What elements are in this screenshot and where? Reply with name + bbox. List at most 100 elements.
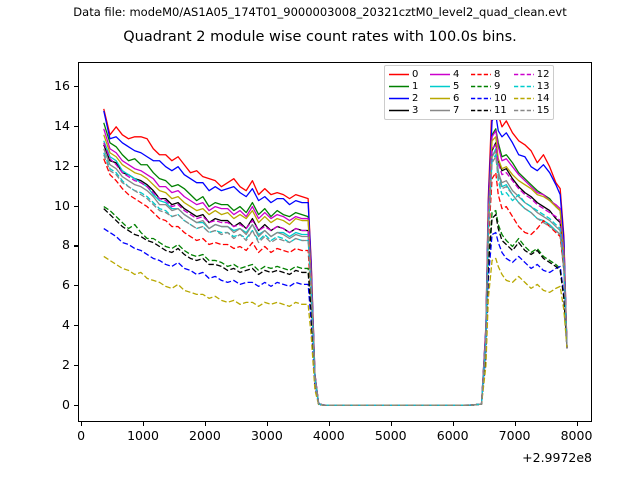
- legend-label-2: 2: [412, 92, 419, 104]
- x-tick-label: 3000: [250, 428, 283, 443]
- series-line-11: [103, 208, 568, 406]
- legend-label-6: 6: [453, 92, 460, 104]
- legend-entry-1[interactable]: 1: [389, 81, 423, 92]
- legend-swatch-13: [513, 85, 534, 88]
- series-line-7: [103, 148, 568, 406]
- legend-entry-13[interactable]: 13: [513, 80, 550, 92]
- plot-area: [78, 62, 592, 422]
- legend-swatch-8: [471, 73, 491, 76]
- legend-label-12: 12: [536, 68, 550, 80]
- legend-swatch-14: [513, 97, 534, 100]
- series-line-10: [103, 227, 568, 406]
- legend-entry-3[interactable]: 3: [389, 105, 423, 116]
- x-tick-mark: [266, 422, 268, 426]
- x-tick-mark: [81, 422, 83, 426]
- legend-swatch-3: [389, 109, 409, 112]
- legend-swatch-0: [389, 73, 409, 76]
- y-tick-mark: [74, 85, 78, 88]
- y-tick-label: 16: [54, 77, 70, 93]
- legend-swatch-4: [430, 73, 450, 76]
- x-tick-mark: [328, 422, 330, 426]
- legend-swatch-10: [471, 97, 491, 100]
- data-file-suptitle: Data file: modeM0/AS1A05_174T01_90000030…: [73, 5, 567, 19]
- legend-entry-5[interactable]: 5: [430, 81, 464, 92]
- y-tick-label: 0: [62, 396, 70, 412]
- y-tick-label: 4: [62, 317, 70, 333]
- legend-swatch-5: [430, 85, 450, 88]
- series-line-13: [103, 152, 568, 406]
- series-line-12: [103, 142, 568, 406]
- chart-title: Quadrant 2 module wise count rates with …: [123, 29, 517, 45]
- legend-entry-10[interactable]: 10: [471, 93, 507, 104]
- x-tick-mark: [143, 422, 145, 426]
- series-line-9: [103, 206, 568, 406]
- x-tick-mark: [514, 422, 516, 426]
- legend-swatch-1: [389, 85, 409, 88]
- y-tick-mark: [74, 365, 78, 367]
- x-tick-mark: [452, 422, 454, 426]
- legend-entry-0[interactable]: 0: [389, 69, 423, 80]
- legend-label-1: 1: [412, 80, 419, 92]
- y-tick-mark: [74, 245, 78, 247]
- legend-label-7: 7: [453, 104, 460, 116]
- series-line-1: [103, 122, 568, 406]
- series-line-2: [103, 110, 568, 406]
- legend-entry-14[interactable]: 14: [513, 92, 550, 104]
- x-tick-label: 4000: [312, 428, 345, 443]
- x-axis-offset-text: +2.9972e8: [522, 450, 592, 465]
- legend-entry-12[interactable]: 12: [513, 68, 550, 80]
- legend-entry-9[interactable]: 9: [471, 81, 507, 92]
- legend-label-14: 14: [536, 92, 550, 104]
- legend-entry-11[interactable]: 11: [471, 105, 507, 116]
- legend-label-4: 4: [453, 68, 460, 80]
- y-tick-label: 8: [62, 237, 70, 253]
- legend-entry-15[interactable]: 15: [513, 104, 550, 116]
- y-tick-label: 10: [54, 197, 70, 213]
- y-tick-label: 2: [62, 356, 70, 372]
- legend-label-0: 0: [412, 68, 419, 80]
- legend-label-8: 8: [494, 68, 501, 80]
- legend-entry-7[interactable]: 7: [430, 105, 464, 116]
- legend[interactable]: 0 4 8 12 1 5 9 13 2 6 10 14 3 7 11 15: [384, 65, 555, 120]
- legend-swatch-2: [389, 97, 409, 100]
- y-tick-mark: [74, 405, 78, 407]
- legend-label-5: 5: [453, 80, 460, 92]
- legend-entry-8[interactable]: 8: [471, 69, 507, 80]
- legend-label-11: 11: [494, 104, 507, 116]
- series-line-8: [103, 158, 568, 406]
- legend-entry-6[interactable]: 6: [430, 93, 464, 104]
- legend-label-9: 9: [494, 80, 501, 92]
- x-tick-mark: [576, 422, 578, 426]
- x-tick-label: 6000: [436, 428, 469, 443]
- y-tick-mark: [74, 325, 78, 327]
- legend-label-3: 3: [412, 104, 419, 116]
- y-tick-label: 12: [54, 157, 70, 173]
- y-tick-label: 14: [54, 117, 70, 133]
- legend-swatch-15: [513, 109, 534, 112]
- y-tick-mark: [74, 285, 78, 287]
- y-tick-label: 6: [62, 277, 70, 293]
- x-tick-label: 8000: [560, 428, 593, 443]
- series-line-14: [103, 255, 568, 406]
- x-tick-mark: [204, 422, 207, 426]
- series-line-0: [103, 80, 568, 406]
- y-tick-mark: [74, 125, 78, 127]
- series-line-3: [103, 142, 568, 406]
- x-tick-label: 7000: [498, 428, 531, 443]
- x-tick-mark: [390, 422, 392, 426]
- legend-swatch-11: [471, 109, 491, 112]
- x-tick-label: 0: [77, 428, 86, 443]
- series-line-15: [103, 154, 568, 406]
- legend-label-15: 15: [536, 104, 550, 116]
- legend-swatch-12: [513, 73, 534, 76]
- legend-swatch-9: [471, 85, 491, 88]
- legend-entry-2[interactable]: 2: [389, 93, 423, 104]
- series-lines: [103, 80, 568, 406]
- series-line-6: [103, 134, 568, 406]
- y-tick-mark: [74, 165, 78, 167]
- legend-swatch-6: [430, 97, 450, 100]
- x-tick-label: 5000: [374, 428, 407, 443]
- legend-entry-4[interactable]: 4: [430, 69, 464, 80]
- legend-label-10: 10: [494, 92, 507, 104]
- legend-label-13: 13: [536, 80, 550, 92]
